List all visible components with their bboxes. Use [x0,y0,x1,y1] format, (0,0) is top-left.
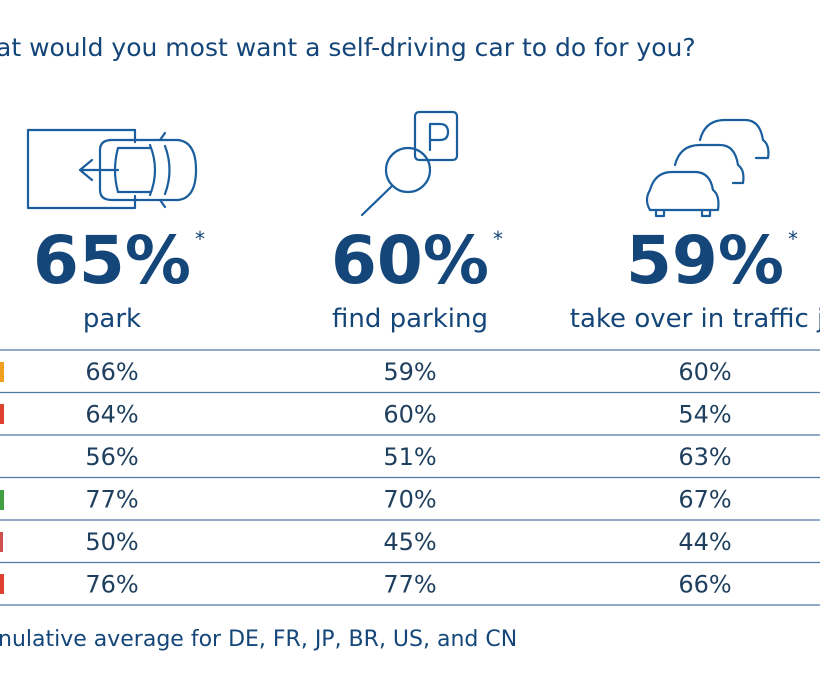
cell: 63% [678,443,731,471]
flag-slivers [0,362,4,594]
cell: 45% [383,528,436,556]
cell: 50% [85,528,138,556]
cell: 70% [383,486,436,514]
cell: 77% [85,486,138,514]
cell: 59% [383,358,436,386]
park-icon [26,128,198,210]
title: at would you most want a self-driving ca… [0,33,696,62]
headline: 60% [331,222,489,299]
column-label: take over in traffic ja [570,304,820,334]
asterisk: * [195,227,205,251]
cell: 51% [383,443,436,471]
headline: 65% [33,222,191,299]
cell: 76% [85,571,138,599]
find-parking-icon [360,110,459,217]
column-label: find parking [332,304,488,334]
cell: 64% [85,401,138,429]
cell: 56% [85,443,138,471]
cell: 54% [678,401,731,429]
footnote: nulative average for DE, FR, JP, BR, US,… [0,627,517,652]
cell: 60% [678,358,731,386]
traffic-jam-icon [645,118,770,218]
column-label: park [83,304,141,334]
cell: 44% [678,528,731,556]
cell: 60% [383,401,436,429]
cell: 66% [678,571,731,599]
asterisk: * [788,227,798,251]
cell: 77% [383,571,436,599]
cell: 67% [678,486,731,514]
cell: 66% [85,358,138,386]
asterisk: * [493,227,503,251]
headline: 59% [626,222,784,299]
